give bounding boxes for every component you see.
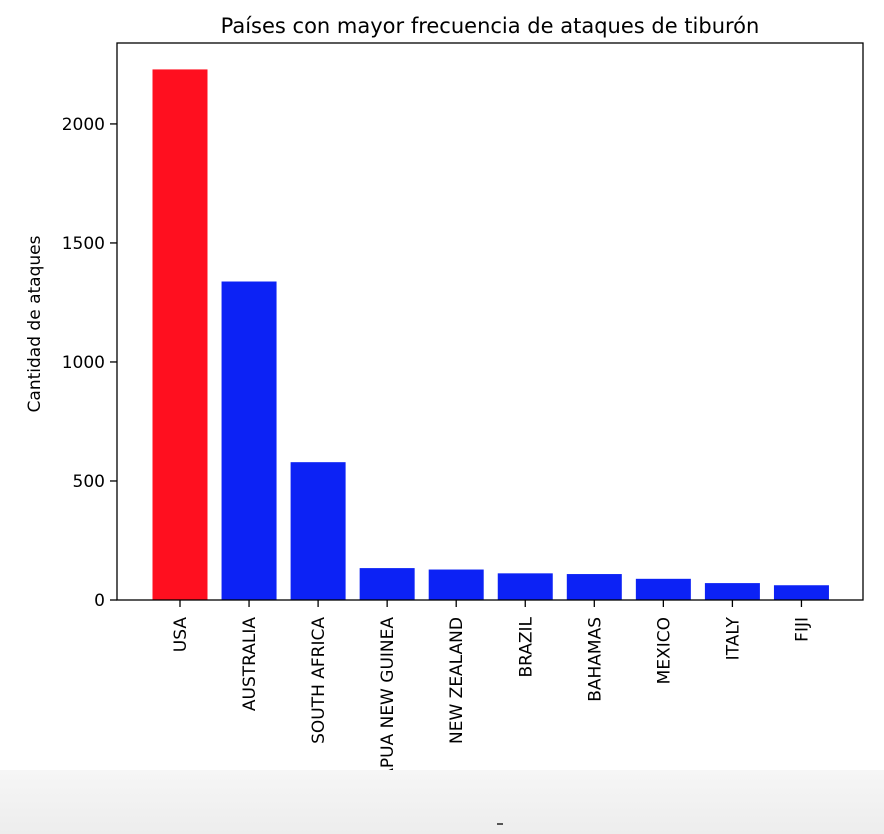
x-tick-label: FIJI (792, 617, 812, 642)
x-tick-label: BRAZIL (516, 616, 536, 677)
y-axis: 0 500 1000 1500 2000 (62, 115, 117, 611)
bar-usa (152, 69, 208, 600)
y-tick-label: 1000 (62, 353, 105, 373)
x-tick-label: ITALY (723, 616, 743, 660)
x-tick-label: MEXICO (654, 617, 674, 684)
bar-south-africa (290, 462, 346, 600)
x-tick-label: AUSTRALIA (240, 617, 260, 711)
bottom-mark (497, 823, 503, 825)
x-tick-label: USA (171, 617, 191, 653)
y-tick-label: 2000 (62, 115, 105, 135)
x-tick-label: NEW ZEALAND (447, 617, 467, 744)
x-tick-label: SOUTH AFRICA (309, 617, 329, 744)
y-tick-label: 1500 (62, 234, 105, 254)
bar-italy (704, 583, 760, 600)
x-tick-label: PAPUA NEW GUINEA (378, 617, 398, 789)
y-axis-label: Cantidad de ataques (25, 235, 45, 412)
x-axis: USA AUSTRALIA SOUTH AFRICA PAPUA NEW GUINEA… (171, 600, 812, 789)
bar-australia (221, 281, 277, 600)
chart-title: Países con mayor frecuencia de ataques d… (221, 14, 760, 38)
bar-brazil (497, 573, 553, 600)
bars (152, 69, 829, 600)
plot-frame (116, 42, 864, 601)
y-tick-label: 500 (73, 472, 105, 492)
y-tick-label: 0 (94, 591, 105, 611)
bar-bahamas (566, 574, 622, 600)
bottom-strip (0, 770, 884, 834)
x-tick-label: BAHAMAS (585, 617, 605, 702)
bar-mexico (635, 578, 691, 600)
bar-fiji (773, 585, 829, 600)
bar-papua-new-guinea (359, 568, 415, 600)
bar-new-zealand (428, 569, 484, 600)
